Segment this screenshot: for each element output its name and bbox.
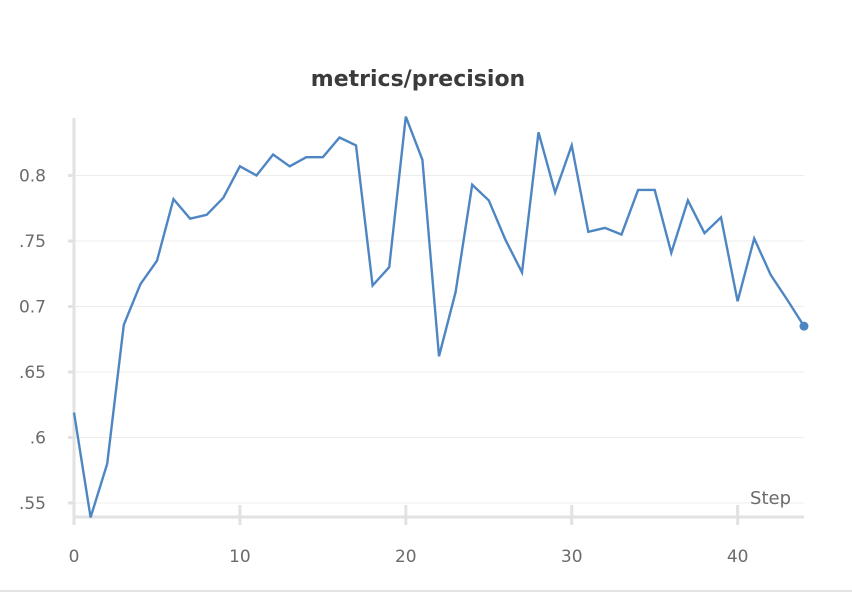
x-tick-label: 20 xyxy=(395,547,417,567)
grid xyxy=(74,175,804,504)
x-tick-label: 0 xyxy=(69,547,80,567)
y-tick-label: .55 xyxy=(19,494,46,514)
x-tick-label: 40 xyxy=(727,547,749,567)
y-ticks: .55 .6 .65 0.7 .75 0.8 xyxy=(19,167,74,514)
precision-series-line xyxy=(72,116,806,518)
y-tick-label: .75 xyxy=(19,232,46,252)
last-point-marker xyxy=(799,321,809,331)
y-tick-label: 0.8 xyxy=(19,167,46,187)
x-axis-label: Step xyxy=(750,488,791,509)
panel-bottom-divider xyxy=(0,590,852,592)
y-tick-label: .6 xyxy=(30,429,46,449)
x-tick-label: 10 xyxy=(229,547,251,567)
x-tick-label: 30 xyxy=(561,547,583,567)
chart-title: metrics/precision xyxy=(311,67,525,92)
series xyxy=(72,116,809,518)
y-tick-label: .65 xyxy=(19,363,46,383)
y-tick-label: 0.7 xyxy=(19,298,46,318)
x-ticks: 0 10 20 30 40 xyxy=(69,505,749,567)
axes xyxy=(72,118,804,519)
